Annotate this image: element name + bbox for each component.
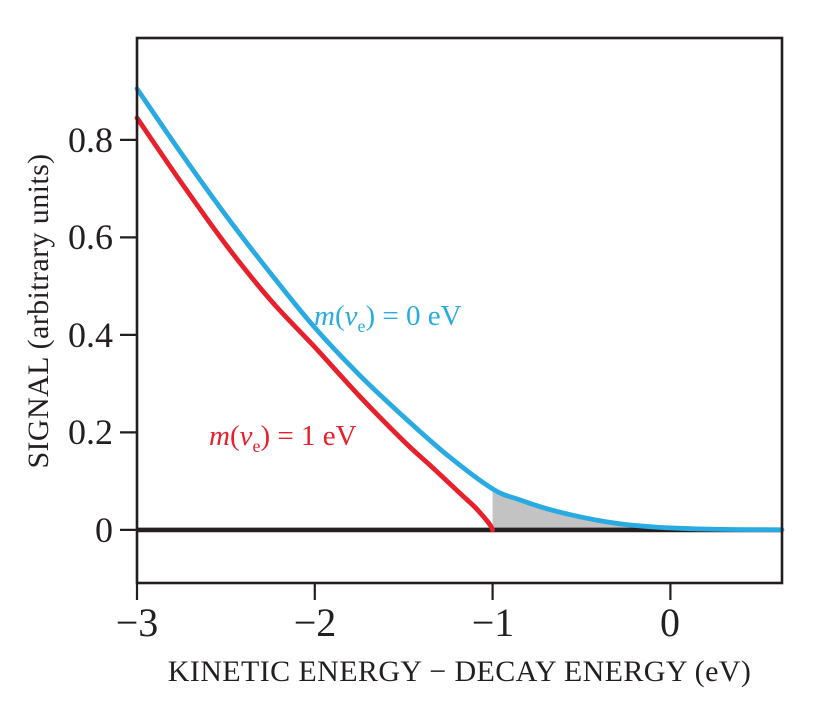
- x-tick-label-m2: −2: [293, 600, 337, 645]
- nu-subscript: e: [357, 315, 366, 336]
- curve-label-value: ) = 1 eV: [260, 420, 357, 452]
- nu-symbol: ν: [344, 300, 358, 332]
- x-tick-label-m1: −1: [471, 600, 515, 645]
- x-tick-label-m3: −3: [115, 600, 159, 645]
- nu-subscript: e: [252, 435, 261, 456]
- x-axis-title: KINETIC ENERGY − DECAY ENERGY (eV): [167, 655, 752, 688]
- y-tick-label-0.8: 0.8: [68, 120, 113, 160]
- y-tick-label-0: 0: [95, 510, 113, 550]
- curve-label-massless-neutrino: m(νe) = 0 eV: [314, 299, 462, 343]
- x-tick-label-0: 0: [660, 600, 680, 645]
- y-tick-label-0.2: 0.2: [68, 412, 113, 452]
- curve-label-value: ) = 0 eV: [365, 300, 462, 332]
- curve-label-massive-neutrino: m(νe) = 1 eV: [209, 419, 357, 463]
- shaded-difference-region: [492, 488, 751, 530]
- curve-label-paren: (: [229, 420, 240, 452]
- curve-massive-neutrino: [134, 115, 495, 533]
- plot-frame: [135, 36, 784, 585]
- y-tick-label-0.4: 0.4: [68, 315, 113, 355]
- curve-label-var: m: [209, 420, 230, 452]
- curve-label-var: m: [314, 300, 335, 332]
- curve-massless-neutrino: [134, 86, 785, 533]
- y-tick-label-0.6: 0.6: [68, 217, 113, 257]
- nu-symbol: ν: [239, 420, 253, 452]
- curve-label-paren: (: [334, 300, 345, 332]
